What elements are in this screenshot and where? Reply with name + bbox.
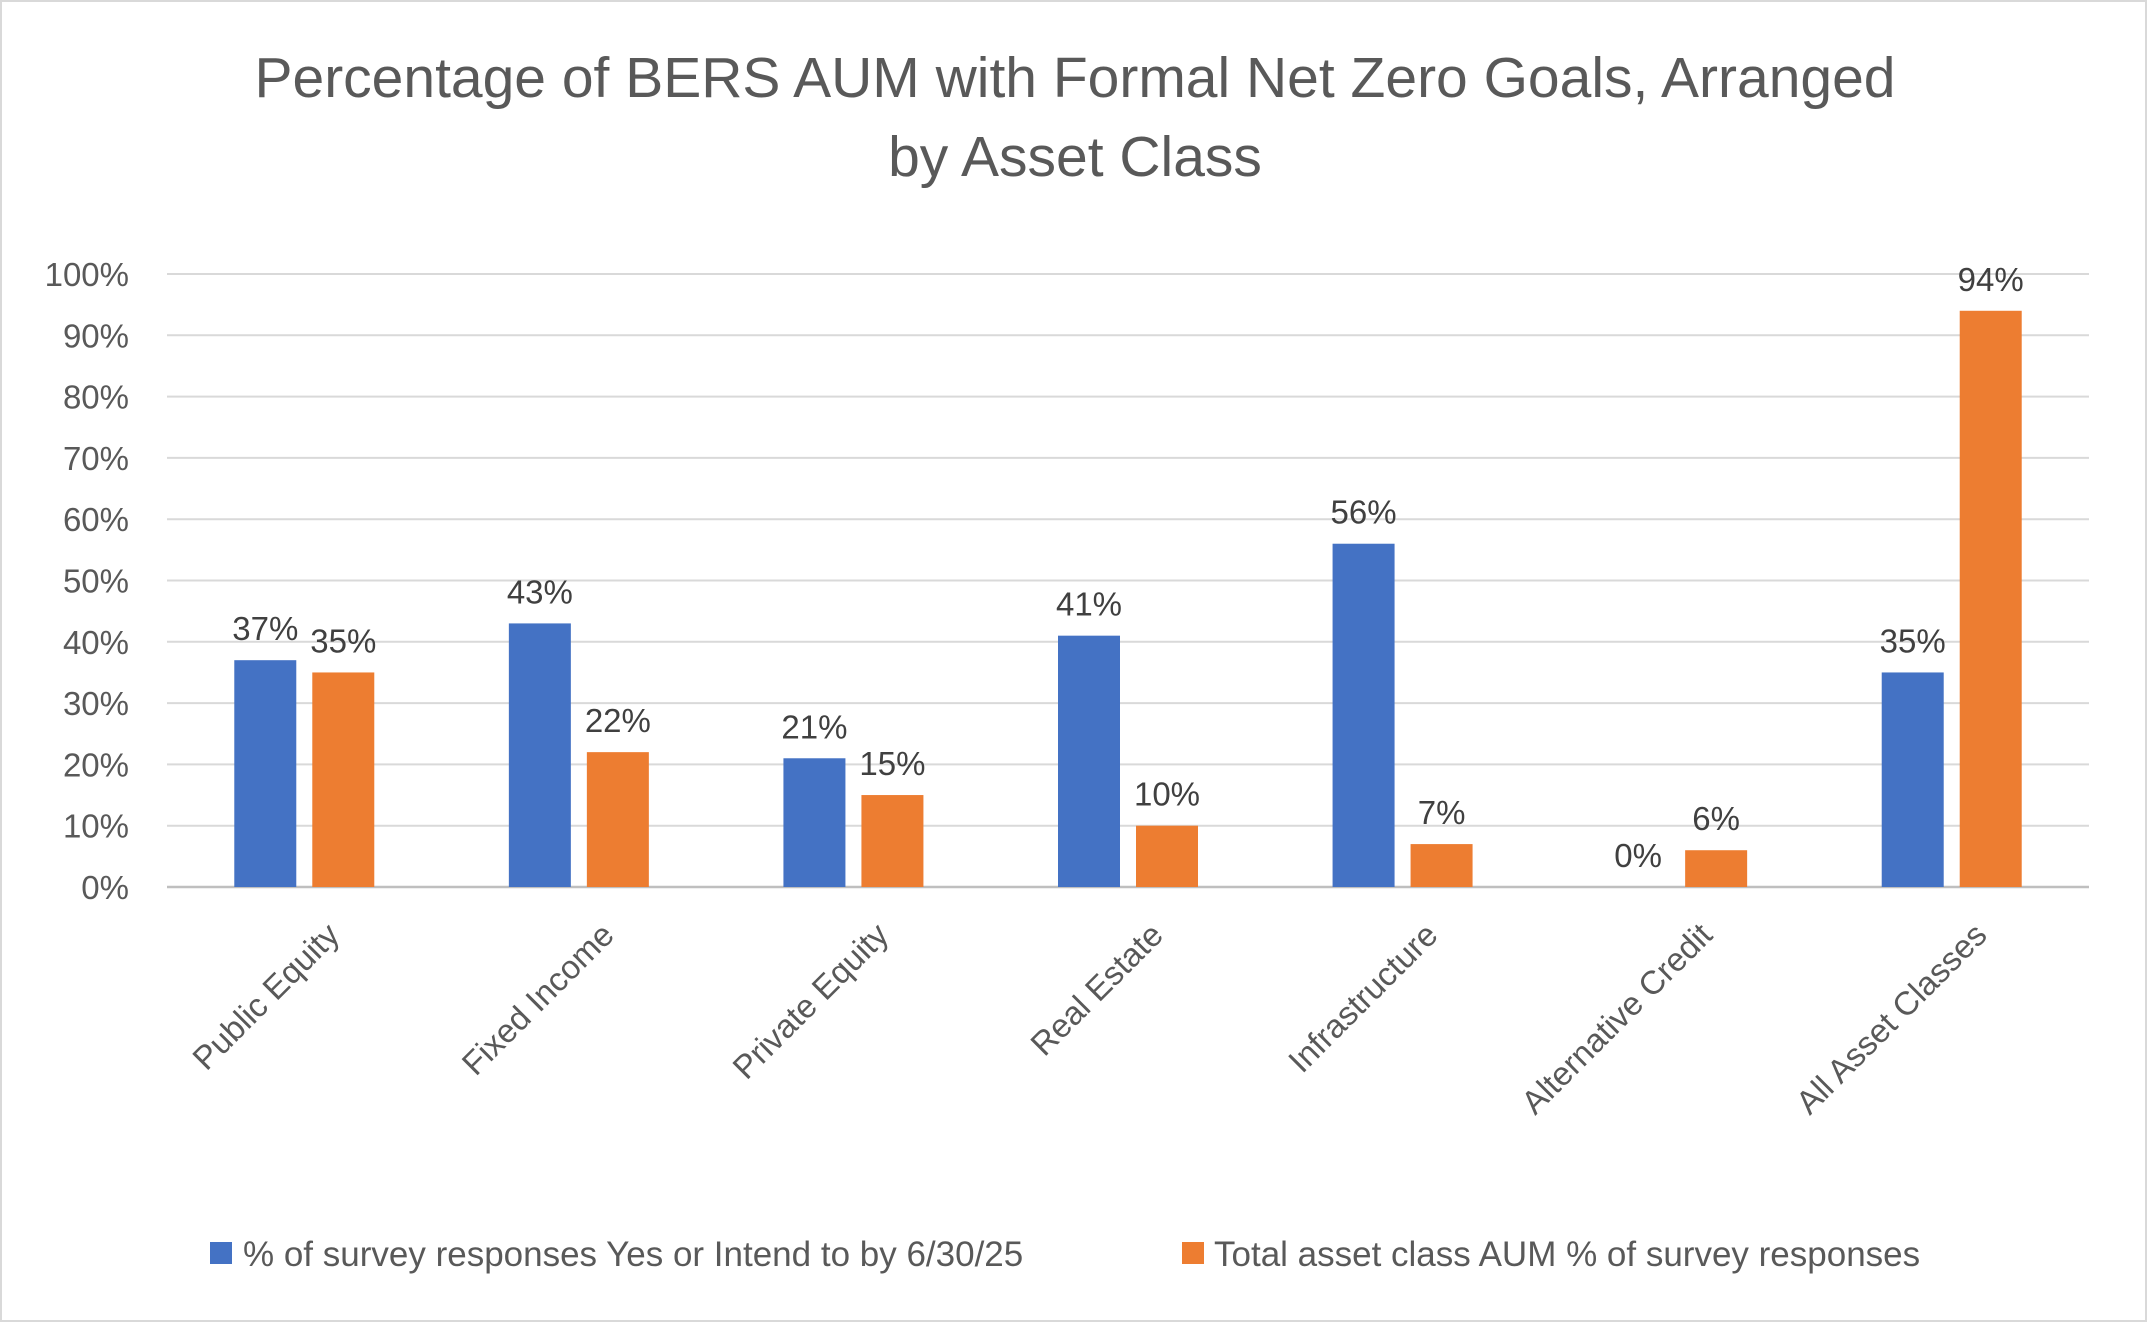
data-label: 94% [1958,261,2024,298]
legend-swatch-2 [1182,1242,1204,1264]
x-tick-label: All Asset Classes [1789,916,1994,1121]
x-axis-ticks: Public Equity Fixed Income Private Equity R… [185,915,1993,1120]
data-label: 35% [310,622,376,659]
data-label: 37% [232,610,298,647]
legend-label-2: Total asset class AUM % of survey respon… [1214,1235,1920,1274]
data-label: 7% [1418,794,1466,831]
data-label: 15% [859,745,925,782]
bar-series-2-infrastructure [1410,844,1473,887]
data-label: 41% [1056,586,1122,623]
y-axis-ticks: 0% 10% 20% 30% 40% 50% 60% 70% 80% 90% 100% [45,256,129,906]
x-tick-label: Fixed Income [455,916,621,1082]
y-tick-label: 80% [63,379,129,416]
chart-title-line-2: by Asset Class [888,125,1262,189]
x-tick-label: Real Estate [1023,916,1170,1063]
bars [234,310,2022,887]
y-tick-label: 0% [81,869,129,906]
bar-series-2-public-equity [312,672,375,887]
bar-series-1-fixed-income [508,623,571,887]
data-label: 0% [1614,837,1662,874]
x-tick-label: Alternative Credit [1514,916,1719,1121]
bar-series-2-all-asset-classes [1959,310,2022,887]
gridlines [167,273,2089,889]
bar-series-1-private-equity [783,758,846,887]
bar-series-1-infrastructure [1332,543,1395,887]
y-tick-label: 60% [63,501,129,538]
y-tick-label: 20% [63,746,129,783]
data-label: 10% [1134,776,1200,813]
bar-series-1-all-asset-classes [1881,672,1944,887]
y-tick-label: 10% [63,808,129,845]
legend-label-1: % of survey responses Yes or Intend to b… [243,1235,1023,1274]
y-tick-label: 40% [63,624,129,661]
legend-swatch-1 [210,1242,232,1264]
y-tick-label: 100% [45,256,129,293]
data-label: 56% [1331,494,1397,531]
chart-title: Percentage of BERS AUM with Formal Net Z… [254,46,1895,189]
bar-series-1-real-estate [1058,635,1120,887]
bar-series-2-real-estate [1136,825,1198,887]
bar-series-1-public-equity [234,660,297,887]
y-tick-label: 70% [63,440,129,477]
x-tick-label: Infrastructure [1281,916,1445,1080]
y-tick-label: 50% [63,563,129,600]
data-labels: 37% 35% 43% 22% 21% 15% 41% 10% 56% 7% 0% 6% 35% 94% [232,261,2023,874]
data-label: 6% [1692,800,1740,837]
legend: % of survey responses Yes or Intend to b… [210,1235,1920,1274]
data-label: 35% [1880,622,1946,659]
bar-series-2-fixed-income [586,752,649,887]
data-label: 22% [585,702,651,739]
y-tick-label: 90% [63,317,129,354]
bar-series-2-alternative-credit [1685,850,1748,887]
x-tick-label: Public Equity [185,915,346,1076]
data-label: 21% [781,708,847,745]
bar-series-2-private-equity [861,795,924,887]
data-label: 43% [507,573,573,610]
chart-title-line-1: Percentage of BERS AUM with Formal Net Z… [254,46,1895,110]
y-tick-label: 30% [63,685,129,722]
x-tick-label: Private Equity [725,915,895,1085]
